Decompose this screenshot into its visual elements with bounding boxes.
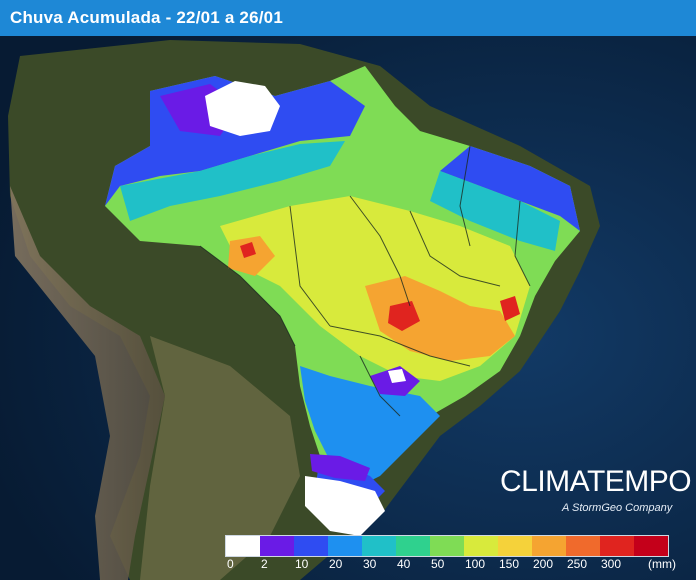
legend-label: 100 bbox=[465, 557, 486, 571]
rainfall-band-northwest-light bbox=[120, 141, 345, 221]
legend-swatch bbox=[600, 536, 634, 556]
rainfall-core-red-3 bbox=[240, 242, 256, 258]
legend-swatch bbox=[430, 536, 464, 556]
legend-swatch bbox=[532, 536, 566, 556]
legend-swatch bbox=[226, 536, 260, 556]
legend-label: 200 bbox=[533, 557, 554, 571]
legend-label: 10 bbox=[295, 557, 309, 571]
rainfall-legend: 0 2 10 20 30 40 50 100 150 200 250 300 (mm) bbox=[225, 535, 685, 575]
state-borders bbox=[199, 145, 531, 417]
legend-label: 250 bbox=[567, 557, 588, 571]
dry-area-roraima bbox=[205, 81, 280, 136]
legend-swatch bbox=[566, 536, 600, 556]
legend-label: 0 bbox=[227, 557, 234, 571]
rainfall-core-orange-west bbox=[228, 236, 275, 276]
rainfall-band-rio-grande-purple bbox=[310, 454, 370, 481]
rainfall-band-northeast bbox=[440, 146, 580, 231]
legend-swatch bbox=[464, 536, 498, 556]
dry-area-south-spot bbox=[388, 369, 406, 383]
climatempo-logo: CLIMATEMPO bbox=[500, 465, 692, 498]
legend-swatch bbox=[294, 536, 328, 556]
legend-swatch bbox=[498, 536, 532, 556]
legend-label: 300 bbox=[601, 557, 622, 571]
andes-terrain bbox=[10, 186, 165, 580]
climatempo-brand: CLIMATEMPO A StormGeo Company bbox=[500, 465, 692, 525]
legend-swatch bbox=[260, 536, 294, 556]
rainfall-core-orange bbox=[365, 276, 515, 361]
title-bar: Chuva Acumulada - 22/01 a 26/01 bbox=[0, 0, 696, 36]
legend-label: 40 bbox=[397, 557, 411, 571]
chaco-terrain bbox=[140, 336, 300, 580]
legend-swatch bbox=[328, 536, 362, 556]
legend-swatch bbox=[634, 536, 668, 556]
legend-swatches bbox=[225, 535, 669, 557]
legend-label: 20 bbox=[329, 557, 343, 571]
legend-label: 150 bbox=[499, 557, 520, 571]
brand-tagline: A StormGeo Company bbox=[562, 502, 673, 514]
map-title: Chuva Acumulada - 22/01 a 26/01 bbox=[10, 8, 283, 27]
rainfall-core-red-2 bbox=[500, 296, 520, 321]
legend-labels: 0 2 10 20 30 40 50 100 150 200 250 300 bbox=[225, 557, 645, 573]
legend-label: 2 bbox=[261, 557, 268, 571]
legend-swatch bbox=[396, 536, 430, 556]
dry-area-rio-grande-sul bbox=[305, 476, 385, 536]
legend-label: 50 bbox=[431, 557, 445, 571]
map-canvas bbox=[0, 36, 696, 580]
legend-unit: (mm) bbox=[648, 557, 676, 571]
legend-swatch bbox=[362, 536, 396, 556]
legend-label: 30 bbox=[363, 557, 377, 571]
rainfall-core-red bbox=[388, 301, 420, 331]
